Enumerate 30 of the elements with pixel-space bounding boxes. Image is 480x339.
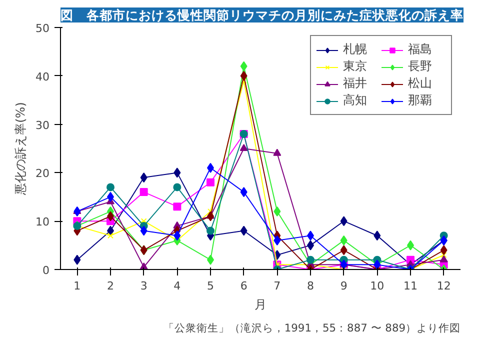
x-tick-label: 1 <box>74 280 81 292</box>
y-tick-label: 0 <box>42 264 50 277</box>
x-tick-label: 6 <box>240 280 248 292</box>
x-tick-label: 3 <box>140 280 148 292</box>
legend-label: 長野 <box>408 58 433 75</box>
legend-label: 東京 <box>343 58 368 75</box>
x-tick-label: 5 <box>207 280 214 292</box>
y-tick-label: 50 <box>36 22 50 35</box>
x-tick-label: 12 <box>436 280 451 292</box>
text: 「公衆衛生」（滝沢ら，1991，55：887 〜 889）より作図 <box>163 322 461 334</box>
legend-label: 福井 <box>343 75 368 92</box>
x-tick-label: 8 <box>307 280 314 292</box>
y-tick-label: 40 <box>36 70 50 84</box>
legend-label: 松山 <box>408 75 433 92</box>
legend-label: 高知 <box>343 92 368 109</box>
x-tick-label: 11 <box>404 280 418 292</box>
legend-label: 福島 <box>408 41 433 58</box>
y-tick-label: 20 <box>36 167 50 180</box>
x-tick-label: 7 <box>274 280 281 292</box>
x-tick-label: 9 <box>340 280 348 292</box>
y-tick-label: 10 <box>36 216 50 229</box>
x-tick-label: 2 <box>107 280 114 292</box>
x-tick-label: 10 <box>370 280 384 292</box>
x-axis-title: 月 <box>254 298 266 312</box>
y-axis-title: 悪化の訴え率(%) <box>14 102 28 196</box>
legend-label: 那覇 <box>408 92 433 109</box>
legend-label: 札幌 <box>343 41 368 58</box>
x-tick-label: 4 <box>174 280 181 292</box>
y-tick-label: 30 <box>36 118 50 132</box>
chart-title: 図 各都市における慢性関節リウマチの月別にみた症状悪化の訴え率 <box>60 8 464 22</box>
